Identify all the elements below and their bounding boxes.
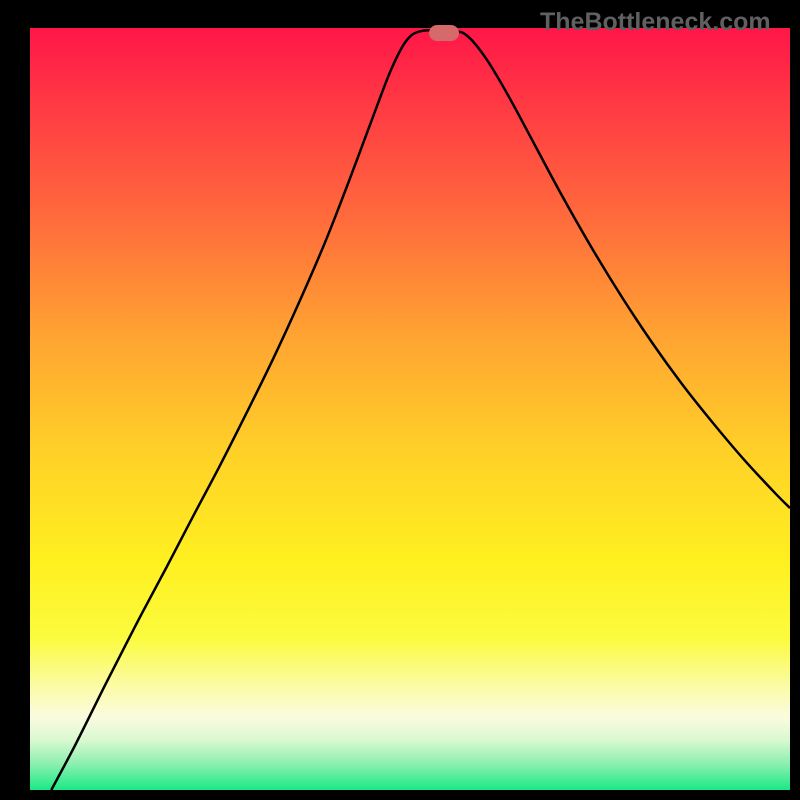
bottleneck-curve: [30, 28, 790, 790]
optimal-point-marker: [429, 25, 459, 41]
watermark-text: TheBottleneck.com: [540, 8, 771, 37]
chart-container: TheBottleneck.com: [0, 0, 800, 800]
plot-area: [30, 28, 790, 790]
